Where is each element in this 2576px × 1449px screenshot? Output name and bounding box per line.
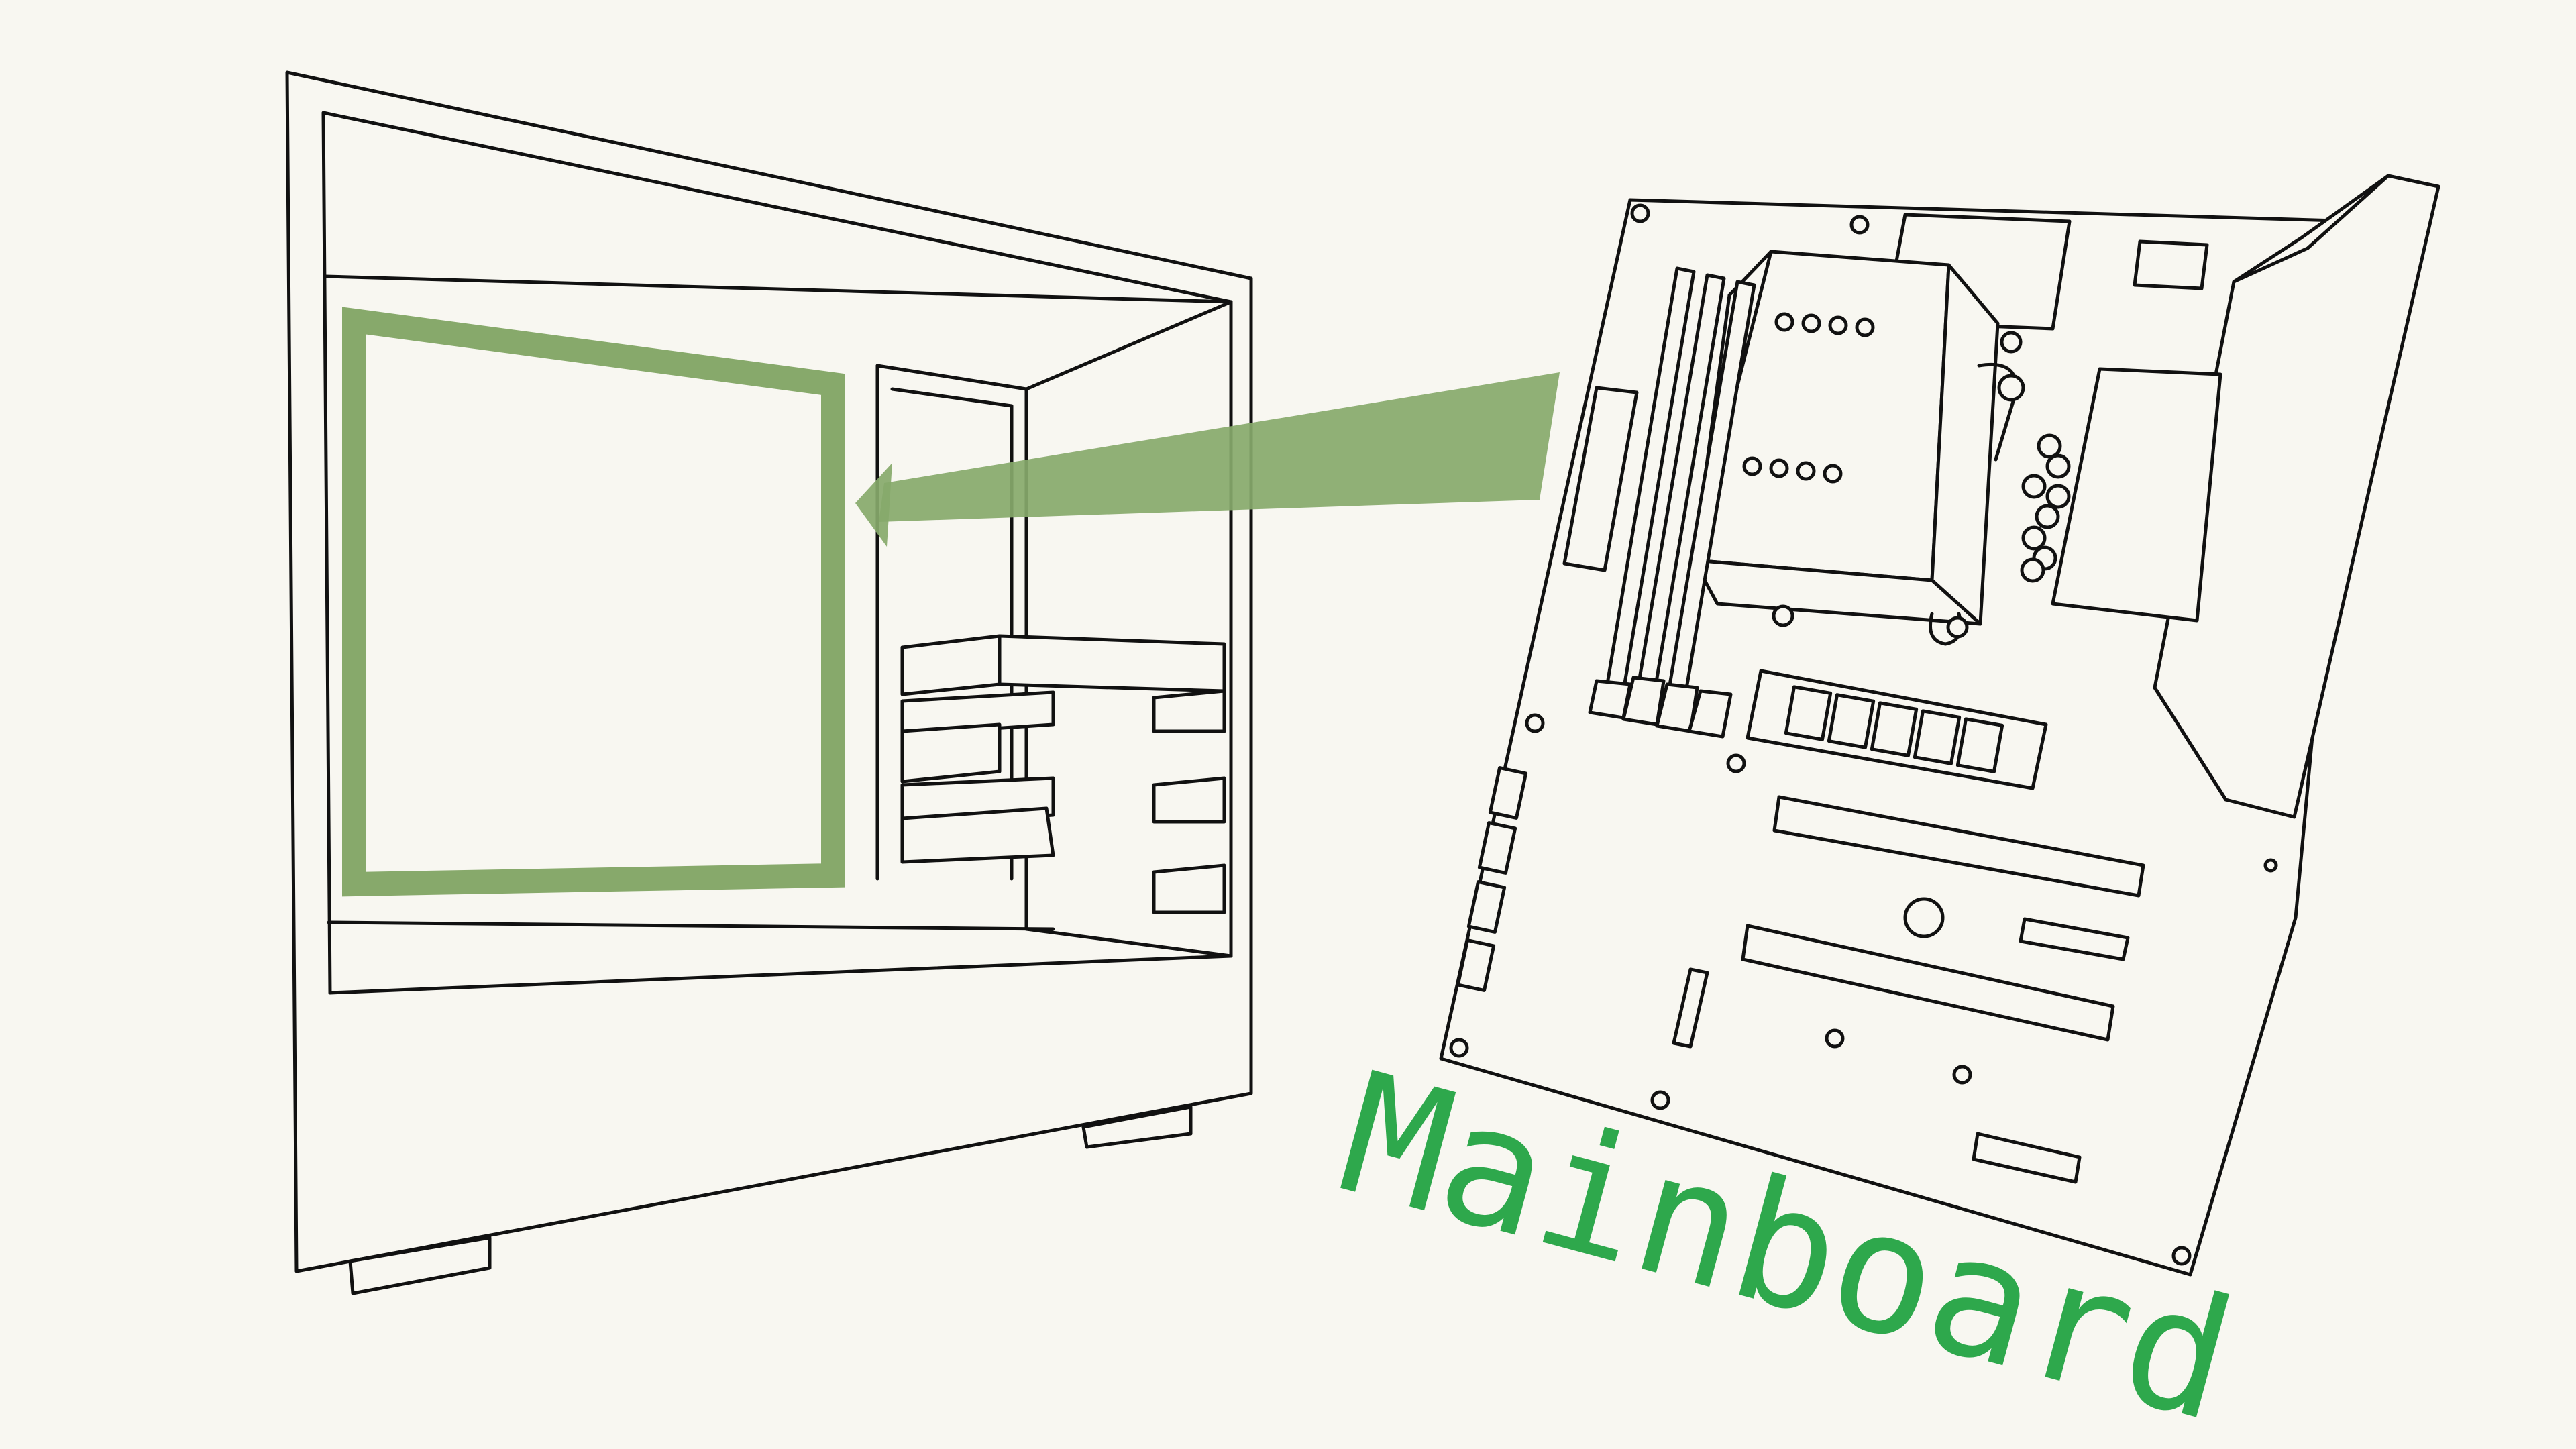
motherboard-icon [1439, 174, 2440, 1277]
drive-cage-icon [900, 634, 1226, 914]
capacitors-icon [2020, 433, 2071, 583]
pc-case-icon [285, 70, 1253, 1295]
arrow-left-icon [855, 372, 1560, 547]
cpu-cooler-icon [1692, 250, 2025, 646]
m2-slot-icon [1746, 669, 2048, 790]
rear-ports-icon [1456, 766, 1528, 992]
pcie-slots-icon [1672, 795, 2145, 1184]
mounting-area-highlight [342, 307, 845, 897]
ram-slots-icon [1562, 266, 1756, 739]
screw-holes-icon [1449, 203, 2278, 1266]
